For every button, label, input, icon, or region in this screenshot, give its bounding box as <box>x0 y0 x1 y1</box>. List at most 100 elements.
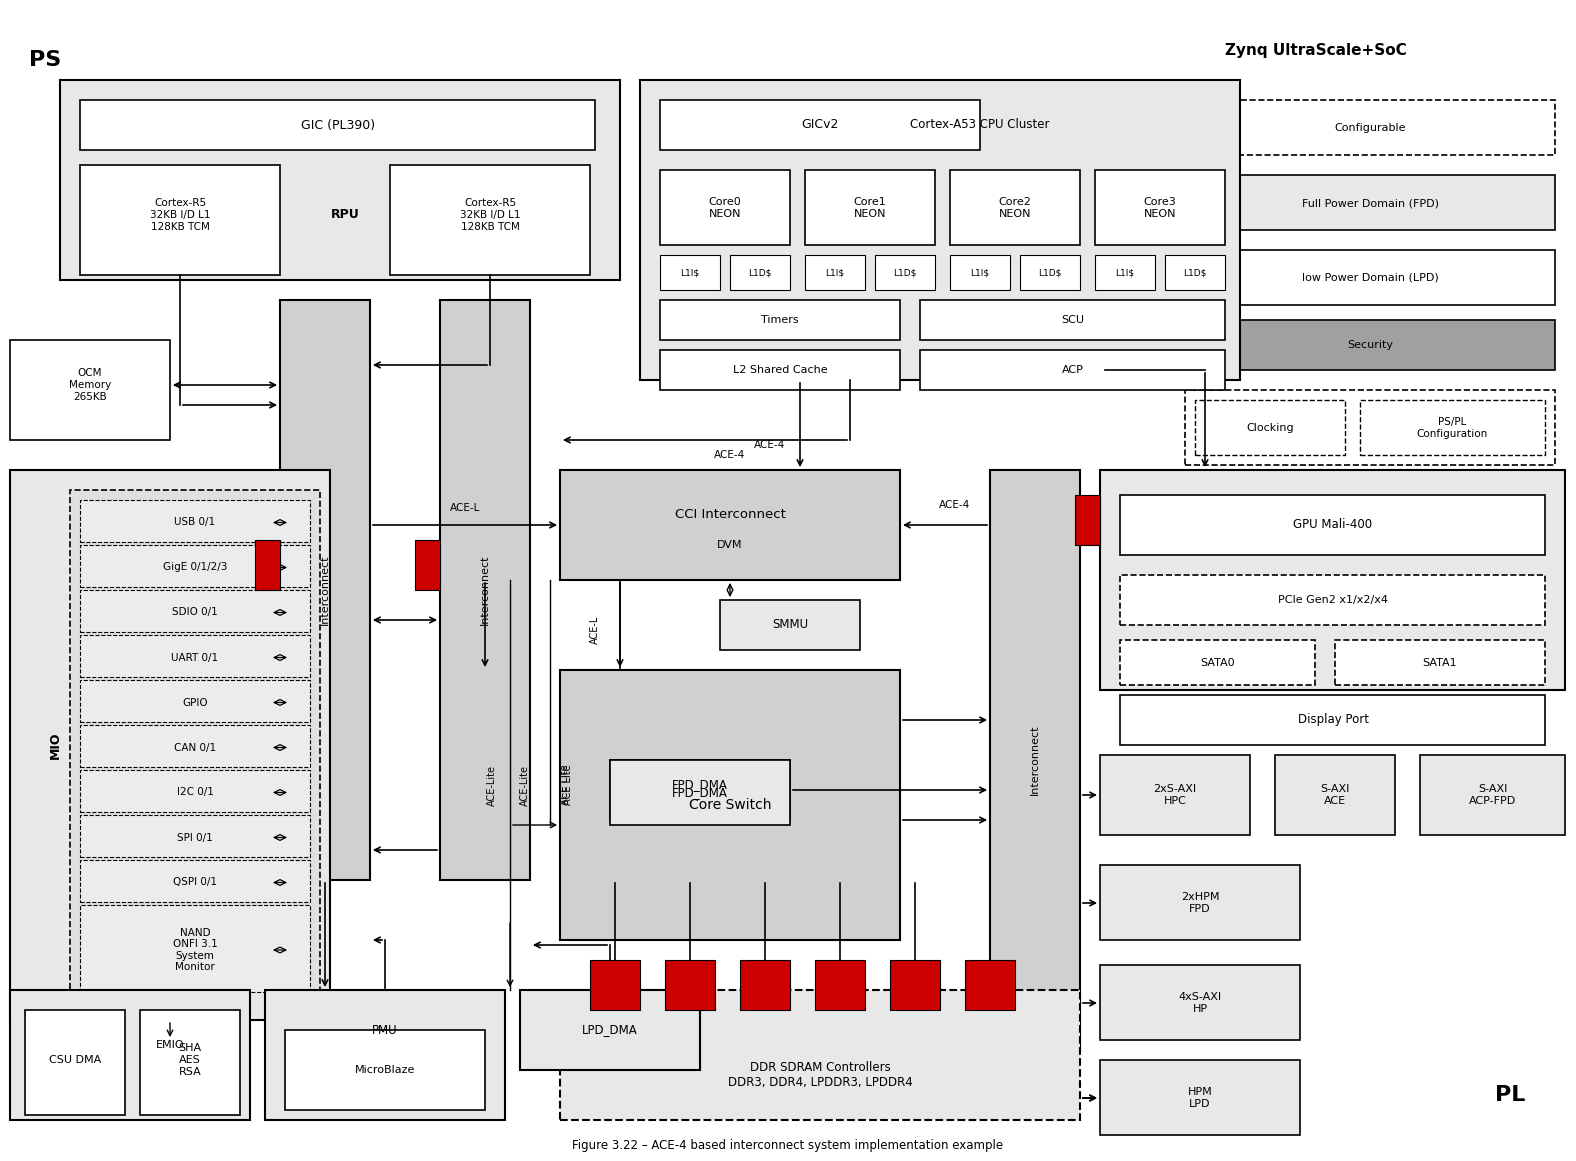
Text: ACE-4: ACE-4 <box>714 450 745 460</box>
Bar <box>1100 965 1300 1040</box>
Text: NAND
ONFI 3.1
System
Monitor: NAND ONFI 3.1 System Monitor <box>173 928 217 973</box>
Bar <box>660 349 900 390</box>
Bar <box>140 1010 240 1115</box>
Bar <box>80 680 310 722</box>
Bar <box>69 490 320 990</box>
Text: GigE 0/1/2/3: GigE 0/1/2/3 <box>162 562 227 572</box>
Text: FPD_DMA: FPD_DMA <box>671 779 728 792</box>
Bar <box>1100 470 1565 690</box>
Text: SCU: SCU <box>1062 315 1084 325</box>
Bar <box>1095 255 1155 290</box>
Text: Interconnect: Interconnect <box>481 555 490 626</box>
Text: Clocking: Clocking <box>1247 423 1294 433</box>
Text: Timers: Timers <box>761 315 799 325</box>
Text: ACE-L: ACE-L <box>449 503 481 513</box>
Bar <box>440 300 530 880</box>
Bar <box>720 600 860 650</box>
Text: EMIO: EMIO <box>156 1040 184 1050</box>
Bar <box>265 990 504 1120</box>
Bar <box>805 255 865 290</box>
Text: Core3
NEON: Core3 NEON <box>1144 197 1176 218</box>
Bar <box>815 960 865 1010</box>
Text: GPIO: GPIO <box>183 698 208 707</box>
Text: 2xHPM
FPD: 2xHPM FPD <box>1180 892 1220 914</box>
Text: Core0
NEON: Core0 NEON <box>709 197 741 218</box>
Text: L1D$: L1D$ <box>894 268 917 277</box>
Bar <box>890 960 939 1010</box>
Bar <box>1121 575 1544 625</box>
Text: Figure 3.22 – ACE-4 based interconnect system implementation example: Figure 3.22 – ACE-4 based interconnect s… <box>572 1139 1004 1152</box>
Bar <box>610 760 790 825</box>
Bar <box>1100 755 1250 835</box>
Bar <box>1185 100 1556 156</box>
Text: Interconnect: Interconnect <box>320 555 329 626</box>
Bar <box>9 470 329 1021</box>
Text: USB 0/1: USB 0/1 <box>175 518 216 527</box>
Bar <box>281 300 370 880</box>
Bar <box>559 670 900 940</box>
Bar <box>1100 865 1300 940</box>
Text: SDIO 0/1: SDIO 0/1 <box>172 607 217 618</box>
Text: CAN 0/1: CAN 0/1 <box>173 743 216 752</box>
Text: Configurable: Configurable <box>1335 123 1406 134</box>
Text: ACE-4: ACE-4 <box>755 440 785 450</box>
Text: L1D$: L1D$ <box>1184 268 1207 277</box>
Text: S-AXI
ACP-FPD: S-AXI ACP-FPD <box>1469 784 1516 806</box>
Text: MicroBlaze: MicroBlaze <box>355 1065 414 1075</box>
Text: L1D$: L1D$ <box>749 268 772 277</box>
Text: Core2
NEON: Core2 NEON <box>999 197 1031 218</box>
Bar <box>1100 1060 1300 1135</box>
Text: UART 0/1: UART 0/1 <box>172 652 219 663</box>
Bar <box>25 1010 125 1115</box>
Bar <box>80 545 310 587</box>
Text: PMU: PMU <box>372 1024 397 1037</box>
Text: PS/PL
Configuration: PS/PL Configuration <box>1417 417 1488 439</box>
Bar <box>1075 495 1100 545</box>
Text: RPU: RPU <box>331 209 359 222</box>
Text: GIC (PL390): GIC (PL390) <box>301 118 375 131</box>
Bar <box>730 255 790 290</box>
Bar <box>610 760 790 820</box>
Bar <box>1121 640 1314 685</box>
Text: Security: Security <box>1347 340 1393 349</box>
Bar <box>665 960 716 1010</box>
Text: DVM: DVM <box>717 540 742 550</box>
Text: ACP: ACP <box>1062 365 1084 375</box>
Text: PL: PL <box>1494 1086 1526 1105</box>
Bar <box>920 349 1225 390</box>
Bar <box>660 255 720 290</box>
Text: ACE-Lite: ACE-Lite <box>520 764 530 806</box>
Text: SATA0: SATA0 <box>1201 658 1236 668</box>
Bar <box>1185 250 1556 305</box>
Text: HPM
LPD: HPM LPD <box>1188 1087 1212 1109</box>
Bar <box>80 815 310 857</box>
Bar <box>1020 255 1080 290</box>
Bar <box>80 906 310 991</box>
Text: ACE-4: ACE-4 <box>939 500 971 510</box>
Bar <box>80 500 310 542</box>
Text: I2C 0/1: I2C 0/1 <box>177 787 213 798</box>
Bar <box>1185 320 1556 370</box>
Text: Cortex-R5
32KB I/D L1
128KB TCM: Cortex-R5 32KB I/D L1 128KB TCM <box>150 199 210 231</box>
Text: ACE-Lite: ACE-Lite <box>487 764 496 806</box>
Text: Zynq UltraScale+SoC: Zynq UltraScale+SoC <box>1225 43 1407 58</box>
Bar <box>1360 401 1544 455</box>
Text: SPI 0/1: SPI 0/1 <box>177 832 213 843</box>
Text: L1I$: L1I$ <box>971 268 990 277</box>
Text: CCI Interconnect: CCI Interconnect <box>675 509 785 521</box>
Bar <box>660 100 980 150</box>
Bar <box>640 80 1240 380</box>
Bar <box>950 170 1080 245</box>
Text: ACE-L: ACE-L <box>589 615 600 644</box>
Bar <box>1335 640 1544 685</box>
Text: low Power Domain (LPD): low Power Domain (LPD) <box>1302 273 1439 283</box>
Text: SATA1: SATA1 <box>1423 658 1458 668</box>
Text: ACE Lite: ACE Lite <box>559 765 571 806</box>
Text: CSU DMA: CSU DMA <box>49 1055 101 1065</box>
Text: S-AXI
ACE: S-AXI ACE <box>1321 784 1349 806</box>
Bar <box>1121 495 1544 555</box>
Bar <box>255 540 281 590</box>
Text: OCM
Memory
265KB: OCM Memory 265KB <box>69 368 112 402</box>
Text: L1I$: L1I$ <box>1116 268 1135 277</box>
Bar <box>285 1030 485 1110</box>
